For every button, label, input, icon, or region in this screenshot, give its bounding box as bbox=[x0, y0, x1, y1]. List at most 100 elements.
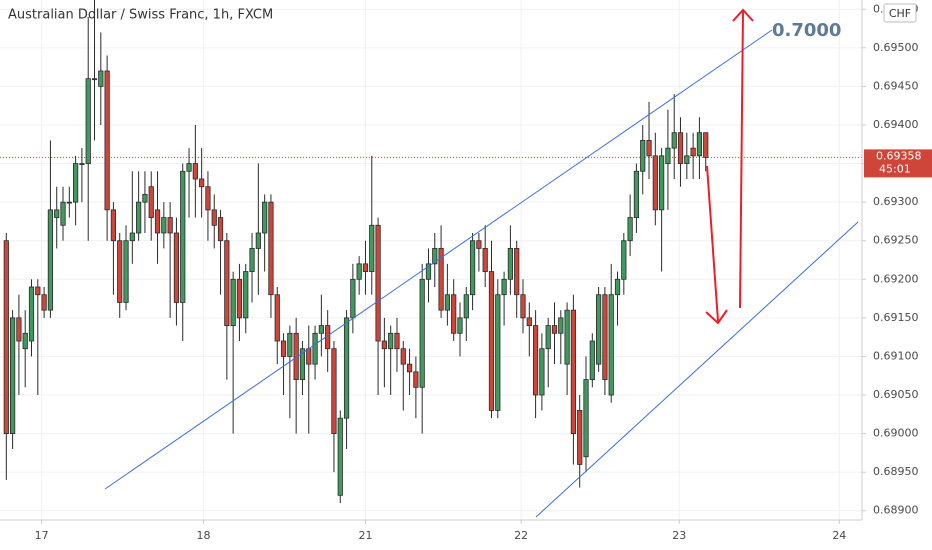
candle-body bbox=[186, 163, 192, 172]
candle-body bbox=[331, 348, 337, 434]
currency-badge[interactable] bbox=[883, 3, 917, 23]
channel-upper bbox=[104, 29, 773, 490]
target-annotation: 0.7000 bbox=[772, 20, 841, 41]
candle-body bbox=[54, 209, 60, 218]
candle-body bbox=[274, 294, 280, 342]
candle-body bbox=[419, 278, 425, 388]
candle-body bbox=[469, 240, 476, 296]
candle-body bbox=[224, 240, 230, 326]
candle-body bbox=[438, 248, 444, 311]
candle-body bbox=[646, 140, 652, 157]
candle-body bbox=[73, 163, 79, 203]
candle-body bbox=[463, 294, 469, 319]
candle-body bbox=[406, 363, 413, 373]
candle-body bbox=[589, 340, 595, 380]
candle-body bbox=[375, 224, 381, 342]
candle-body bbox=[627, 217, 633, 242]
candle-body bbox=[703, 132, 709, 158]
candle-body bbox=[400, 348, 406, 365]
candle-body bbox=[249, 248, 255, 272]
candle-body bbox=[104, 70, 110, 211]
candle-body bbox=[180, 170, 186, 303]
candle-body bbox=[154, 209, 161, 234]
candle-body bbox=[299, 348, 306, 380]
candle-body bbox=[362, 263, 369, 272]
candle-body bbox=[142, 194, 148, 203]
candle-body bbox=[173, 232, 180, 303]
candle-body bbox=[161, 217, 167, 234]
candle-body bbox=[640, 140, 646, 172]
y-tick-label: 0.69200 bbox=[873, 272, 919, 285]
candle-body bbox=[85, 78, 91, 164]
candle-body bbox=[501, 278, 507, 296]
candle-body bbox=[570, 309, 577, 434]
candle-body bbox=[60, 201, 66, 226]
candle-body bbox=[583, 379, 589, 458]
candle-body bbox=[22, 332, 28, 350]
candle-body bbox=[205, 186, 211, 211]
candle-body bbox=[41, 294, 47, 311]
candle-body bbox=[110, 209, 117, 242]
arrow-up bbox=[732, 8, 754, 309]
candle-body bbox=[199, 178, 205, 188]
candle-body bbox=[476, 240, 482, 249]
candle-body bbox=[192, 163, 198, 180]
candle-body bbox=[545, 325, 551, 350]
x-tick-label: 24 bbox=[832, 529, 846, 542]
candle-body bbox=[425, 263, 432, 280]
candle-body bbox=[230, 278, 236, 326]
candle-body bbox=[671, 132, 677, 149]
candle-body bbox=[394, 332, 400, 350]
candle-body bbox=[217, 217, 224, 242]
y-tick-label: 0.68900 bbox=[873, 504, 919, 517]
candle-body bbox=[495, 294, 501, 411]
y-tick-label: 0.69500 bbox=[873, 41, 919, 54]
chart-title: Australian Dollar / Swiss Franc, 1h, FXC… bbox=[8, 8, 273, 23]
candle-body bbox=[659, 155, 665, 211]
candle-body bbox=[532, 325, 539, 396]
candle-body bbox=[79, 163, 85, 165]
candle-body bbox=[381, 340, 387, 350]
candle-body bbox=[280, 340, 287, 357]
candle-body bbox=[432, 248, 438, 265]
candle-body bbox=[564, 309, 570, 365]
candle-body bbox=[621, 240, 627, 280]
candle-body bbox=[614, 278, 621, 296]
x-tick-label: 18 bbox=[197, 529, 211, 542]
last-price-box bbox=[864, 149, 932, 178]
candle-body bbox=[608, 294, 614, 396]
y-tick-label: 0.69300 bbox=[873, 195, 919, 208]
candle-body bbox=[520, 294, 526, 319]
currency-label[interactable]: CHF bbox=[889, 7, 911, 20]
candle-body bbox=[696, 132, 703, 157]
candle-body bbox=[9, 317, 16, 434]
candle-body bbox=[577, 410, 583, 465]
candle-body bbox=[539, 348, 545, 396]
candle-body bbox=[413, 371, 419, 388]
candle-body bbox=[91, 78, 98, 81]
candle-body bbox=[35, 286, 41, 296]
candle-body bbox=[148, 186, 154, 218]
candle-body bbox=[482, 248, 488, 272]
channel-lower bbox=[535, 221, 859, 518]
axes: 0.68900 0.68950 0.69000 0.69050 0.69100 0.691… bbox=[35, 2, 932, 542]
y-tick-label: 0.69050 bbox=[873, 388, 919, 401]
grid bbox=[0, 0, 862, 520]
candle-body bbox=[3, 240, 9, 434]
candle-body bbox=[369, 224, 375, 272]
candle-body bbox=[337, 417, 343, 496]
candle-body bbox=[602, 294, 608, 380]
candle-body bbox=[236, 278, 243, 319]
x-tick-label: 17 bbox=[35, 529, 49, 542]
candle-body bbox=[167, 217, 173, 234]
candle-body bbox=[690, 147, 696, 157]
y-tick-label: 0.69000 bbox=[873, 427, 919, 440]
y-tick-label: 0.69400 bbox=[873, 118, 919, 131]
candle-body bbox=[66, 201, 72, 204]
candle-body bbox=[98, 70, 104, 87]
candle-body bbox=[684, 155, 690, 164]
candle-body bbox=[129, 232, 135, 242]
candle-body bbox=[526, 317, 532, 326]
